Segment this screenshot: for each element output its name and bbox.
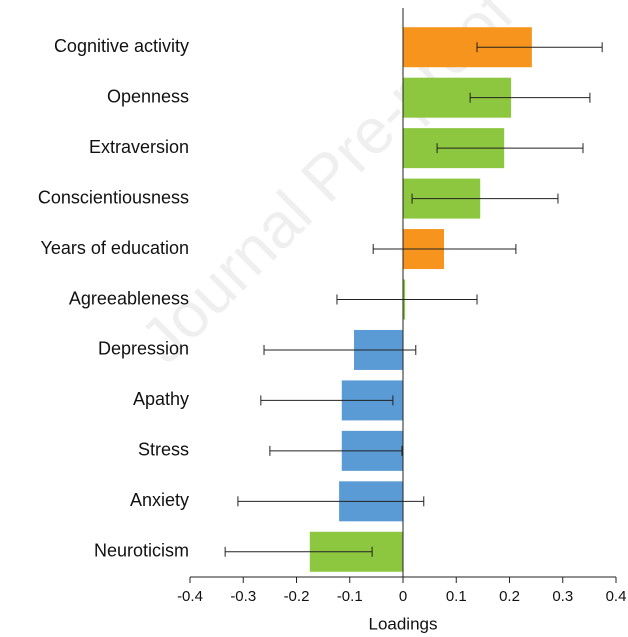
- error-bar: [263, 344, 417, 355]
- x-axis-title: Loadings: [368, 614, 437, 633]
- y-tick-label: Depression: [98, 339, 189, 359]
- x-tick-label: 0.1: [446, 588, 467, 605]
- error-bar: [469, 92, 591, 103]
- y-tick-label: Apathy: [133, 389, 189, 409]
- error-bar: [237, 496, 425, 507]
- x-tick-label: 0.3: [552, 588, 573, 605]
- x-tick-label: -0.1: [337, 588, 363, 605]
- x-tick-label: 0.2: [499, 588, 520, 605]
- x-tick-label: -0.3: [230, 588, 256, 605]
- error-bar: [476, 42, 603, 53]
- error-bar: [411, 193, 559, 204]
- y-tick-label: Agreeableness: [69, 288, 189, 308]
- x-tick-label: -0.2: [284, 588, 310, 605]
- y-tick-label: Years of education: [41, 238, 189, 258]
- y-tick-label: Neuroticism: [94, 541, 189, 561]
- x-tick-label: 0.4: [606, 588, 627, 605]
- error-bar: [260, 395, 394, 406]
- error-bar: [336, 294, 478, 305]
- y-tick-label: Cognitive activity: [54, 36, 189, 56]
- y-tick-label: Openness: [107, 86, 189, 106]
- y-tick-label: Extraversion: [89, 137, 189, 157]
- error-bar: [224, 546, 373, 557]
- y-tick-label: Stress: [138, 440, 189, 460]
- y-tick-label: Anxiety: [130, 490, 189, 510]
- error-bar: [372, 244, 517, 255]
- error-bar: [269, 445, 403, 456]
- error-bar: [436, 143, 584, 154]
- x-tick-label: -0.4: [177, 588, 203, 605]
- y-tick-label: Conscientiousness: [38, 187, 189, 207]
- x-tick-label: 0: [399, 588, 407, 605]
